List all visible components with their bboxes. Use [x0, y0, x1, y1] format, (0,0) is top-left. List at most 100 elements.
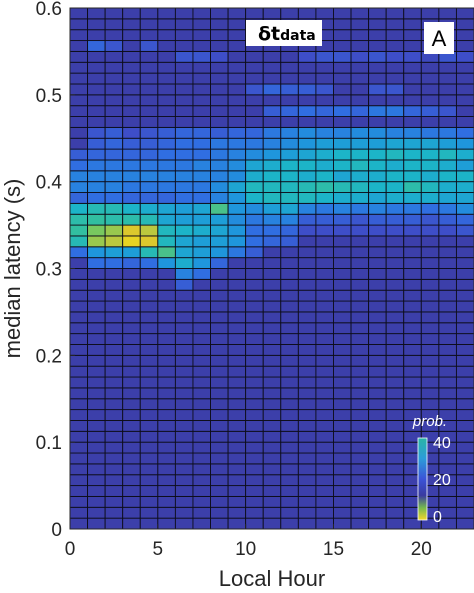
heatmap-cell [403, 387, 422, 400]
heatmap-cell [174, 257, 194, 269]
heatmap-cell [174, 159, 194, 172]
heatmap-cell [157, 50, 176, 63]
heatmap-cell [245, 289, 264, 302]
heatmap-cell [368, 105, 387, 117]
heatmap-cell [139, 72, 159, 85]
heatmap-cell [297, 517, 317, 530]
heatmap-cell [403, 246, 422, 259]
heatmap-cell [69, 29, 89, 42]
heatmap-cell [87, 398, 106, 411]
heatmap-cell [315, 354, 334, 367]
heatmap-cell [69, 463, 89, 476]
heatmap-cell [87, 235, 106, 248]
heatmap-cell [455, 517, 474, 530]
heatmap-cell [297, 235, 317, 248]
heatmap-cell [262, 322, 282, 335]
heatmap-cell [139, 159, 159, 172]
heatmap-cell [227, 517, 247, 530]
heatmap-cell [157, 94, 176, 107]
heatmap-cell [350, 333, 370, 345]
heatmap-cell [420, 398, 440, 411]
heatmap-cell [122, 344, 141, 356]
heatmap-cell [210, 365, 229, 378]
heatmap-cell [122, 192, 141, 204]
heatmap-cell [403, 192, 422, 204]
heatmap-cell [455, 398, 474, 411]
heatmap-cell [385, 420, 405, 432]
heatmap-cell [69, 170, 89, 183]
heatmap-cell [122, 246, 141, 259]
heatmap-cell [104, 257, 124, 269]
heatmap-cell [69, 506, 89, 519]
heatmap-cell [157, 333, 176, 345]
heatmap-cell [350, 289, 370, 302]
heatmap-cell [122, 398, 141, 411]
heatmap-cell [157, 289, 176, 302]
heatmap-cell [157, 192, 176, 204]
heatmap-cell [104, 278, 124, 291]
heatmap-cell [157, 420, 176, 432]
heatmap-cell [192, 72, 211, 85]
heatmap-cell [297, 485, 317, 497]
heatmap-cell [87, 430, 106, 443]
heatmap-cell [210, 18, 229, 31]
heatmap-cell [403, 7, 422, 20]
heatmap-cell [69, 202, 89, 215]
heatmap-cell [174, 148, 194, 161]
heatmap-cell [350, 506, 370, 519]
heatmap-cell [104, 213, 124, 226]
heatmap-cell [69, 7, 89, 20]
heatmap-cell [157, 387, 176, 400]
heatmap-cell [245, 278, 264, 291]
heatmap-cell [333, 246, 352, 259]
heatmap-cell [210, 170, 229, 183]
heatmap-cell [157, 105, 176, 117]
heatmap-cell [350, 148, 370, 161]
heatmap-cell [192, 311, 211, 324]
heatmap-cell [122, 354, 141, 367]
heatmap-cell [227, 344, 247, 356]
heatmap-cell [438, 278, 457, 291]
heatmap-cell [297, 159, 317, 172]
heatmap-cell [210, 72, 229, 85]
heatmap-cell [227, 94, 247, 107]
heatmap-cell [104, 430, 124, 443]
heatmap-cell [227, 485, 247, 497]
heatmap-cell [192, 420, 211, 432]
heatmap-cell [245, 159, 264, 172]
heatmap-cell [455, 300, 474, 313]
heatmap-cell [333, 387, 352, 400]
heatmap-cell [210, 105, 229, 117]
heatmap-cell [368, 322, 387, 335]
heatmap-cell [385, 268, 405, 280]
heatmap-cell [368, 72, 387, 85]
heatmap-cell [122, 300, 141, 313]
heatmap-cell [350, 83, 370, 96]
heatmap-cell [438, 344, 457, 356]
heatmap-cell [262, 213, 282, 226]
heatmap-cell [297, 181, 317, 193]
heatmap-cell [315, 224, 334, 237]
heatmap-cell [104, 517, 124, 530]
heatmap-cell [69, 192, 89, 204]
heatmap-cell [280, 333, 299, 345]
heatmap-cell [227, 495, 247, 508]
heatmap-cell [122, 137, 141, 150]
heatmap-cell [262, 148, 282, 161]
heatmap-cell [192, 18, 211, 31]
heatmap-cell [280, 409, 299, 421]
heatmap-cell [403, 83, 422, 96]
heatmap-cell [455, 365, 474, 378]
heatmap-cell [122, 506, 141, 519]
heatmap-cell [280, 441, 299, 454]
heatmap-cell [210, 376, 229, 389]
heatmap-cell [245, 344, 264, 356]
heatmap-cell [315, 105, 334, 117]
heatmap-cell [280, 257, 299, 269]
heatmap-cell [192, 137, 211, 150]
heatmap-cell [174, 409, 194, 421]
heatmap-cell [104, 94, 124, 107]
heatmap-cell [87, 61, 106, 74]
heatmap-cell [210, 268, 229, 280]
heatmap-cell [227, 159, 247, 172]
